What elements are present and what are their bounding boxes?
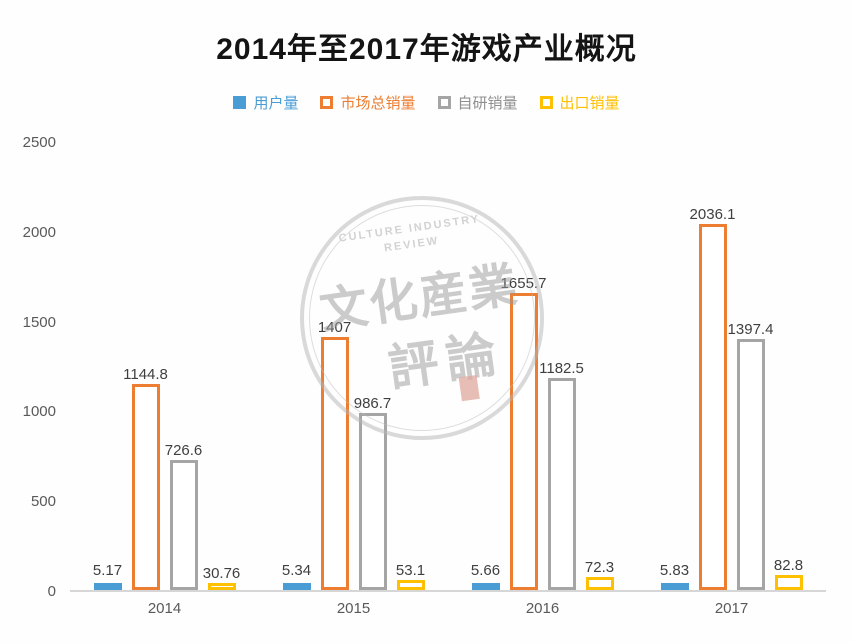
bar-value-label: 1144.8: [123, 366, 168, 384]
bar-group-2017: 5.83 2036.1 1397.4 82.8: [637, 143, 826, 590]
bar-value-label: 53.1: [395, 562, 426, 580]
legend-label: 自研销量: [457, 95, 518, 112]
bar-value-label: 1655.7: [500, 274, 547, 292]
bar-value-label: 82.8: [773, 557, 804, 575]
y-tick-label: 1500: [22, 313, 56, 331]
legend-swatch-icon: [437, 96, 451, 109]
bar-value-label: 5.66: [470, 562, 501, 579]
bar-value-label: 1182.5: [539, 359, 584, 377]
x-category-label: 2016: [525, 600, 560, 617]
bar-value-label: 2036.1: [689, 206, 736, 224]
legend-label: 出口销量: [559, 95, 620, 112]
bar-用户量-2017[interactable]: 5.83: [660, 562, 689, 590]
chart-legend: 用户量 市场总销量 自研销量 出口销量: [0, 92, 853, 113]
bar-value-label: 5.34: [281, 562, 312, 579]
bar-用户量-2015[interactable]: 5.34: [282, 562, 311, 590]
bar-出口销量-2016[interactable]: 72.3: [585, 559, 614, 590]
bar-出口销量-2017[interactable]: 82.8: [774, 557, 803, 590]
legend-swatch-icon: [320, 96, 334, 109]
legend-label: 市场总销量: [340, 95, 416, 112]
bar-市场总销量-2017[interactable]: 2036.1: [690, 206, 735, 590]
bar-value-label: 30.76: [202, 565, 241, 582]
bar-市场总销量-2014[interactable]: 1144.8: [123, 366, 168, 590]
bar-group-2014: 5.17 1144.8 726.6 30.76: [70, 143, 259, 590]
y-tick-label: 2000: [22, 223, 56, 241]
bar-value-label: 1407: [317, 319, 352, 337]
y-tick-label: 1000: [22, 403, 56, 421]
bar-用户量-2016[interactable]: 5.66: [471, 562, 500, 590]
bar-group-2015: 5.34 1407 986.7 53.1: [259, 143, 448, 590]
bar-value-label: 726.6: [164, 441, 203, 459]
bar-group-2016: 5.66 1655.7 1182.5 72.3: [448, 143, 637, 590]
legend-swatch-icon: [539, 96, 553, 109]
legend-item[interactable]: 自研销量: [437, 92, 518, 113]
y-tick-label: 0: [47, 583, 56, 600]
chart-title: 2014年至2017年游戏产业概况: [216, 33, 637, 66]
legend-item[interactable]: 市场总销量: [320, 92, 416, 113]
legend-item[interactable]: 用户量: [233, 92, 298, 113]
x-category-label: 2017: [714, 600, 749, 617]
y-tick-label: 500: [30, 493, 56, 511]
bar-value-label: 986.7: [353, 394, 392, 412]
bar-value-label: 1397.4: [727, 321, 774, 339]
x-category-label: 2015: [336, 600, 371, 617]
bar-value-label: 72.3: [584, 559, 615, 577]
bar-自研销量-2015[interactable]: 986.7: [354, 395, 391, 590]
bar-出口销量-2015[interactable]: 53.1: [396, 562, 425, 590]
bar-value-label: 5.83: [659, 562, 690, 579]
bar-出口销量-2014[interactable]: 30.76: [203, 565, 240, 590]
x-category-label: 2014: [147, 600, 182, 617]
bar-自研销量-2014[interactable]: 726.6: [165, 442, 202, 590]
y-tick-label: 2500: [22, 134, 56, 151]
plot-area: 5.17 1144.8 726.6 30.76 5.34 1407 986.7 53.1 5.6…: [70, 143, 826, 592]
bar-用户量-2014[interactable]: 5.17: [93, 562, 122, 590]
bar-自研销量-2017[interactable]: 1397.4: [728, 321, 773, 590]
legend-swatch-icon: [233, 96, 247, 109]
bar-市场总销量-2016[interactable]: 1655.7: [501, 275, 546, 590]
legend-item[interactable]: 出口销量: [539, 92, 620, 113]
bar-自研销量-2016[interactable]: 1182.5: [539, 360, 584, 590]
bar-value-label: 5.17: [92, 562, 123, 579]
legend-label: 用户量: [253, 95, 299, 112]
bar-市场总销量-2015[interactable]: 1407: [318, 319, 351, 590]
